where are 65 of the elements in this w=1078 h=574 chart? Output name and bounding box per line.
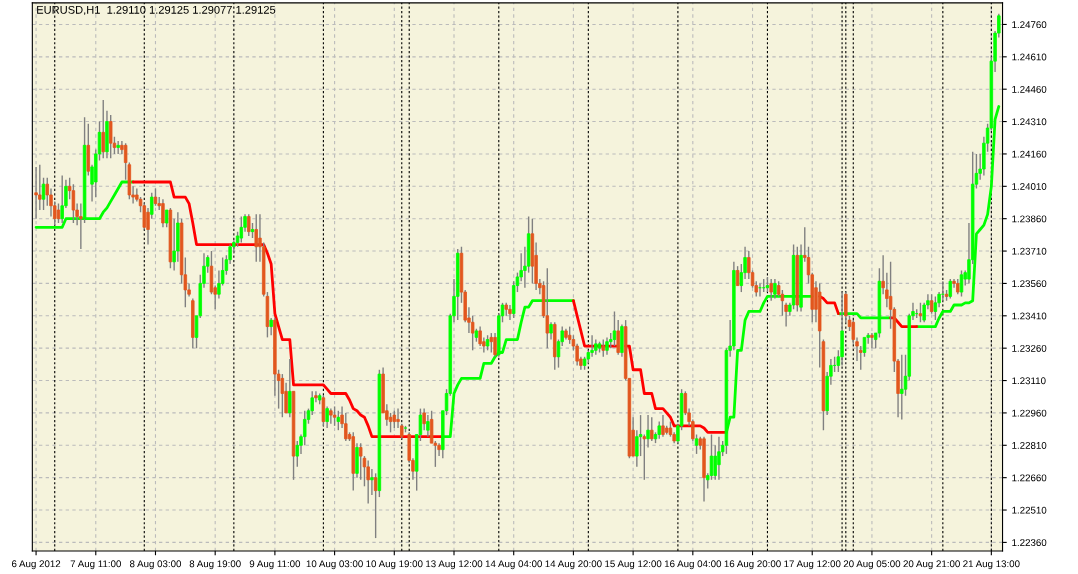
y-tick-label: 1.24460 (1012, 85, 1047, 93)
y-tick-label: 1.22510 (1012, 506, 1047, 514)
x-tick-label: 8 Aug 19:00 (189, 560, 241, 570)
candlestick (370, 468, 374, 496)
x-tick-label: 20 Aug 21:00 (903, 560, 960, 570)
candlestick (948, 278, 953, 300)
x-tick-label: 20 Aug 05:00 (843, 560, 901, 570)
x-tick-label: 13 Aug 12:00 (426, 560, 483, 570)
candlestick (247, 213, 251, 237)
x-tick-label: 21 Aug 13:00 (963, 560, 1020, 570)
y-tick-label: 1.24760 (1012, 21, 1047, 29)
y-tick-label: 1.24010 (1012, 183, 1047, 190)
candlestick (321, 394, 326, 427)
candlestick (325, 405, 329, 429)
y-tick-label: 1.24610 (1012, 53, 1047, 61)
x-tick-label: 15 Aug 12:00 (605, 560, 662, 570)
y-tick-label: 1.23410 (1012, 312, 1047, 320)
y-tick-label: 1.23860 (1012, 215, 1047, 223)
candlestick (709, 433, 714, 481)
x-tick-label: 7 Aug 11:00 (70, 560, 121, 570)
candlestick (870, 332, 874, 349)
candlestick (161, 198, 165, 229)
x-tick-label: 9 Aug 11:00 (249, 560, 301, 570)
candlestick (280, 373, 285, 418)
x-tick-label: 16 Aug 20:00 (724, 560, 781, 570)
y-tick-label: 1.23260 (1012, 344, 1047, 352)
candlestick (336, 410, 341, 431)
y-tick-label: 1.22960 (1012, 409, 1047, 417)
candlestick (489, 332, 494, 354)
candlestick (108, 114, 113, 159)
candlestick (288, 358, 292, 418)
x-tick-label: 17 Aug 12:00 (784, 560, 841, 570)
x-tick-label: 6 Aug 2012 (11, 560, 61, 570)
candlestick (56, 202, 61, 224)
candlestick (650, 416, 654, 442)
x-tick-label: 10 Aug 19:00 (366, 560, 423, 570)
candlestick (661, 414, 665, 438)
candlestick (933, 295, 938, 321)
y-tick-label: 1.22660 (1012, 474, 1047, 482)
x-tick-label: 14 Aug 04:00 (485, 560, 542, 570)
candlestick (34, 166, 38, 220)
chart-title: EURUSD,H1 1.29110 1.29125 1.29077 1.29125 (37, 5, 276, 16)
x-tick-label: 16 Aug 04:00 (664, 560, 722, 570)
candlestick (254, 213, 258, 263)
candlestick (493, 332, 497, 358)
y-tick-label: 1.23710 (1012, 247, 1047, 255)
y-tick-label: 1.23560 (1012, 280, 1047, 288)
candlestick (900, 353, 904, 421)
x-tick-label: 8 Aug 03:00 (129, 560, 182, 570)
y-tick-label: 1.24160 (1012, 150, 1047, 158)
candlestick (60, 174, 64, 224)
y-tick-label: 1.24310 (1012, 118, 1047, 126)
y-tick-label: 1.22810 (1012, 442, 1047, 449)
candlestick (769, 278, 773, 302)
y-tick-label: 1.22360 (1012, 539, 1047, 547)
candlestick (717, 435, 721, 481)
candlestick (773, 278, 777, 300)
candlestick (79, 202, 83, 250)
candlestick (366, 459, 370, 505)
candlestick (116, 140, 120, 155)
y-tick-label: 1.23110 (1012, 377, 1046, 385)
candlestick (101, 99, 105, 159)
x-tick-label: 14 Aug 20:00 (545, 560, 602, 570)
x-tick-label: 10 Aug 03:00 (306, 560, 363, 570)
candlestick (508, 304, 512, 321)
